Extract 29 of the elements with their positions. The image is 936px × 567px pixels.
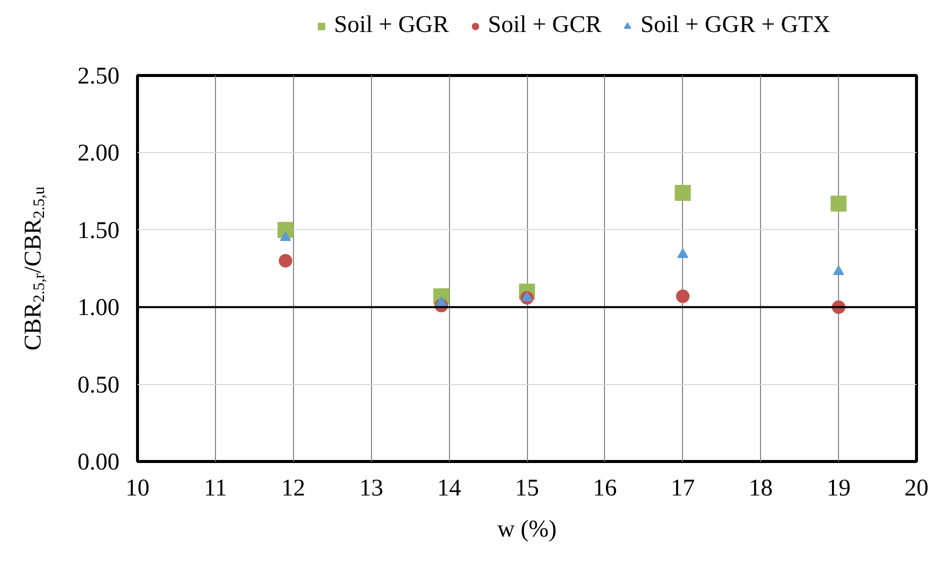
point <box>833 265 844 275</box>
x-tick-label: 17 <box>670 476 695 502</box>
legend-label: Soil + GGR <box>334 12 449 39</box>
x-tick-label: 20 <box>904 476 928 502</box>
point <box>674 184 691 201</box>
x-tick-label: 16 <box>592 476 617 502</box>
point <box>676 290 690 304</box>
point <box>677 248 688 258</box>
x-tick-label: 14 <box>437 476 462 502</box>
legend-label: Soil + GGR + GTX <box>640 12 830 39</box>
y-tick-label: 1.50 <box>78 218 120 244</box>
y-tick-label: 1.00 <box>78 295 120 322</box>
y-tick-label: 2.50 <box>78 64 120 90</box>
point <box>830 196 847 212</box>
x-tick-label: 10 <box>126 476 150 502</box>
y-tick-label: 0.00 <box>78 450 120 476</box>
legend-label: Soil + GCR <box>488 12 602 39</box>
point <box>280 231 292 242</box>
y-axis-title: CBR2.5,r/CBR2.5,u <box>20 186 48 351</box>
y-tick-label: 0.50 <box>78 372 120 398</box>
x-tick-label: 13 <box>359 476 384 502</box>
x-tick-label: 11 <box>204 476 227 502</box>
x-tick-label: 12 <box>281 476 306 502</box>
y-tick-label: 2.00 <box>78 140 120 167</box>
x-tick-label: 19 <box>826 476 851 502</box>
x-tick-label: 15 <box>515 476 539 502</box>
point <box>278 254 292 268</box>
x-axis-title: w (%) <box>497 516 557 542</box>
x-tick-label: 18 <box>748 476 773 502</box>
